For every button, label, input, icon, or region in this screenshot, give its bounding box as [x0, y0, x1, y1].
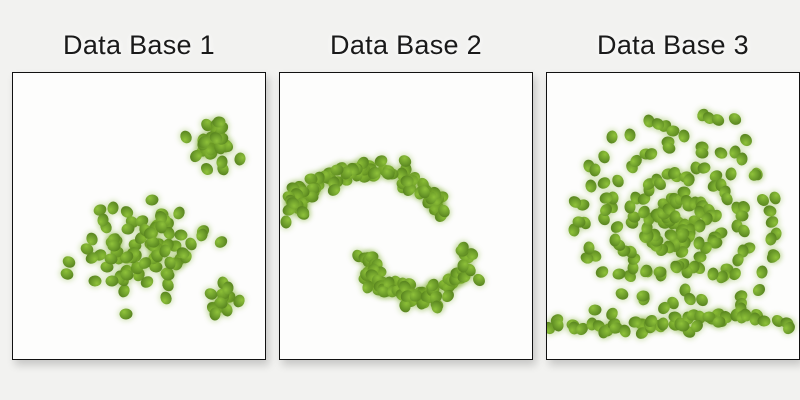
chart-frame-panel1 — [12, 72, 266, 360]
data-point — [280, 215, 292, 229]
data-point — [638, 263, 655, 280]
data-point — [755, 265, 768, 280]
data-point — [724, 167, 737, 181]
data-point — [757, 315, 771, 327]
panel-panel3: Data Base 3 — [546, 0, 800, 400]
data-point — [727, 111, 744, 128]
data-point — [596, 149, 612, 166]
data-point — [583, 241, 594, 254]
data-point — [713, 145, 730, 161]
data-point — [295, 204, 312, 220]
data-point — [588, 304, 602, 316]
chart-frame-panel3 — [546, 72, 800, 360]
data-point — [693, 219, 706, 233]
data-point — [738, 132, 755, 149]
data-point — [584, 179, 597, 194]
data-point — [145, 193, 160, 206]
data-point — [678, 128, 691, 142]
data-point — [661, 140, 677, 155]
data-point — [213, 234, 230, 250]
data-point — [623, 128, 636, 142]
data-point — [233, 151, 246, 166]
data-point — [736, 152, 748, 166]
data-point — [614, 286, 630, 301]
data-point — [88, 276, 102, 288]
panel-panel1: Data Base 1 — [12, 0, 266, 400]
data-point — [60, 254, 77, 270]
data-point — [768, 190, 783, 206]
data-point — [105, 275, 119, 287]
data-point — [107, 200, 120, 215]
data-point — [595, 175, 612, 191]
panel-title-panel1: Data Base 1 — [12, 30, 266, 61]
data-point — [593, 264, 610, 280]
data-point — [209, 307, 220, 320]
data-point — [657, 317, 669, 331]
panel-panel2: Data Base 2 — [279, 0, 533, 400]
scatter-plot-grid: Data Base 1 Data Base 2 Data Base 3 — [0, 0, 800, 400]
data-point — [59, 267, 75, 282]
data-point — [750, 281, 767, 298]
panel-title-panel2: Data Base 2 — [279, 30, 533, 61]
chart-frame-panel2 — [279, 72, 533, 360]
panel-title-panel3: Data Base 3 — [546, 30, 800, 61]
data-point — [610, 172, 626, 189]
data-point — [159, 290, 174, 306]
data-point — [606, 130, 618, 144]
data-point — [609, 218, 626, 235]
data-point — [171, 205, 187, 222]
data-point — [178, 129, 194, 146]
data-point — [107, 240, 120, 251]
data-point — [589, 163, 602, 177]
data-point — [199, 161, 216, 178]
data-point — [120, 309, 133, 320]
